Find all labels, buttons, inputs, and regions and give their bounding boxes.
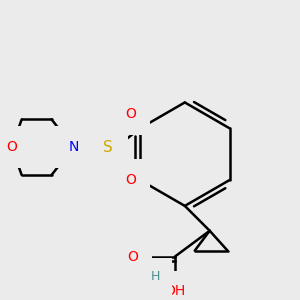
- Text: N: N: [68, 140, 79, 154]
- Text: S: S: [103, 140, 113, 155]
- Text: O: O: [126, 173, 136, 187]
- Text: O: O: [126, 107, 136, 122]
- Text: O: O: [6, 140, 17, 154]
- Text: O: O: [128, 250, 139, 264]
- Text: H: H: [150, 270, 160, 283]
- Text: OH: OH: [164, 284, 185, 298]
